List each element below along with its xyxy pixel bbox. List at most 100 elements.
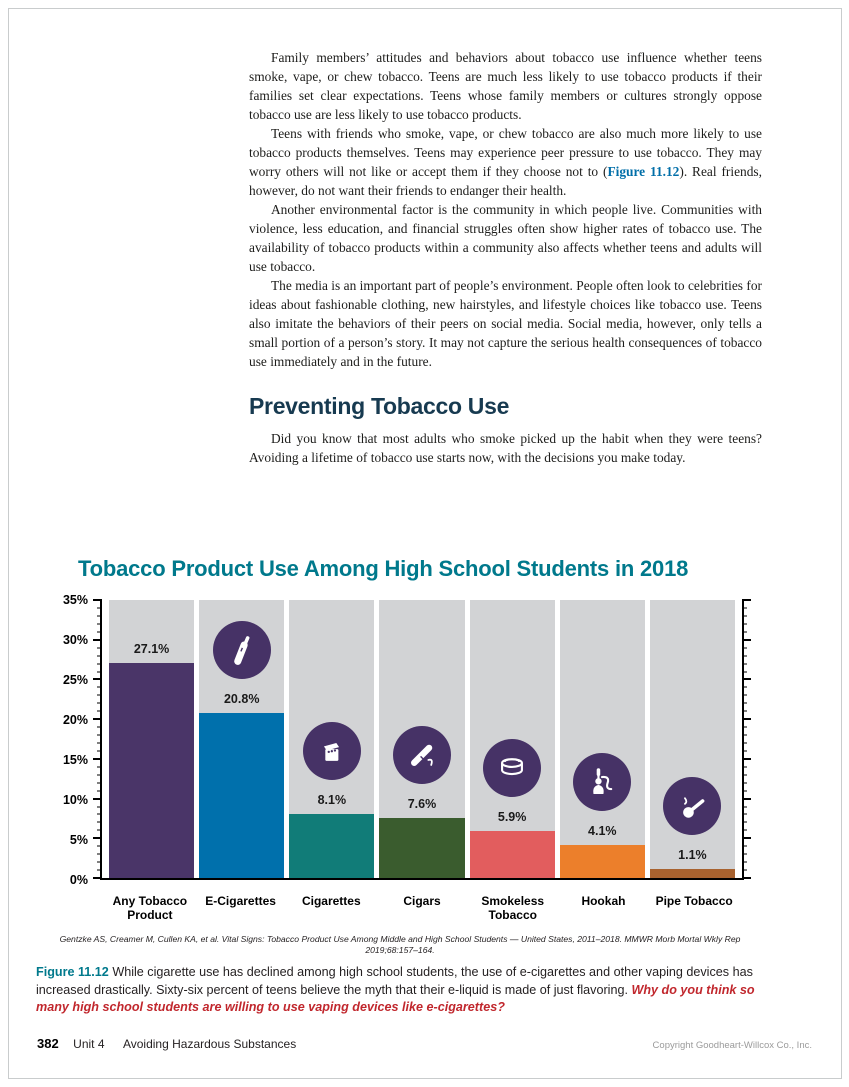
x-axis-label: Smokeless Tobacco xyxy=(481,894,545,922)
paragraph: Family members’ attitudes and behaviors … xyxy=(249,50,762,122)
axis-tick xyxy=(742,678,751,681)
paragraph: Another environmental factor is the comm… xyxy=(249,202,762,274)
axis-tick xyxy=(742,655,747,657)
x-axis-label: Pipe Tobacco xyxy=(655,894,733,908)
axis-tick xyxy=(742,647,747,649)
axis-tick xyxy=(97,647,102,649)
y-axis-labels: 0% 5% 10% 15% 20% 25% 30% 35% xyxy=(36,593,92,887)
bar xyxy=(199,712,285,878)
axis-tick xyxy=(742,790,747,792)
chart-column: 8.1% xyxy=(289,600,375,878)
axis-tick xyxy=(93,757,102,760)
bar-value-label: 1.1% xyxy=(678,848,707,863)
hookah-icon xyxy=(573,753,632,812)
e-cigarette-icon xyxy=(212,620,271,679)
bar-value-label: 5.9% xyxy=(497,810,527,825)
axis-tick xyxy=(97,631,102,633)
axis-tick xyxy=(97,869,102,871)
axis-tick xyxy=(97,655,102,657)
axis-tick xyxy=(742,710,747,712)
bar xyxy=(289,813,375,878)
axis-tick xyxy=(742,766,747,768)
axis-tick xyxy=(97,782,102,784)
axis-tick xyxy=(742,638,751,641)
axis-tick xyxy=(97,726,102,728)
axis-tick xyxy=(742,686,747,688)
bar xyxy=(379,817,465,878)
axis-tick xyxy=(742,663,747,665)
x-axis-label: Cigars xyxy=(403,894,441,908)
figure-reference-link: Figure 11.12 xyxy=(607,164,680,179)
axis-tick xyxy=(742,821,747,823)
chart-column: 1.1% xyxy=(649,600,735,878)
axis-tick xyxy=(742,845,747,847)
chart-columns: 27.1% 20.8% 8.1% 7.6% 5.9% 4.1% 1.1% xyxy=(102,600,742,878)
bar-value-label: 20.8% xyxy=(223,691,260,706)
axis-tick xyxy=(742,726,747,728)
paragraph: Teens with friends who smoke, vape, or c… xyxy=(249,124,762,200)
axis-tick xyxy=(742,671,747,672)
figure-11-12: Tobacco Product Use Among High School St… xyxy=(36,556,764,1017)
bar-value-label: 4.1% xyxy=(588,824,617,839)
axis-tick xyxy=(97,615,102,617)
x-axis-label: Hookah xyxy=(581,894,626,908)
axis-tick xyxy=(742,734,747,736)
axis-tick xyxy=(742,877,751,879)
axis-tick xyxy=(742,853,747,855)
axis-tick xyxy=(97,686,102,688)
axis-tick xyxy=(742,607,747,609)
axis-tick xyxy=(742,718,751,721)
axis-tick xyxy=(742,599,751,601)
x-axis-labels: Any Tobacco Product E-Cigarettes Cigarette… xyxy=(100,888,744,922)
axis-tick xyxy=(97,623,102,625)
x-axis-label: Cigarettes xyxy=(301,894,361,908)
bar-value-label: 7.6% xyxy=(407,796,437,811)
bar-value-label: 27.1% xyxy=(133,641,170,656)
page-number: 382 xyxy=(37,1036,59,1051)
axis-tick xyxy=(97,742,102,744)
paragraph: Did you know that most adults who smoke … xyxy=(249,431,762,465)
chart-source-citation: Gentzke AS, Creamer M, Cullen KA, et al.… xyxy=(59,934,741,955)
axis-tick xyxy=(97,829,102,831)
page-footer: 382 Unit 4 Avoiding Hazardous Substances… xyxy=(37,1035,812,1053)
axis-tick xyxy=(742,631,747,633)
axis-tick xyxy=(97,861,102,863)
y-axis-label: 35% xyxy=(62,593,88,607)
axis-tick xyxy=(97,734,102,736)
axis-tick xyxy=(742,806,747,808)
axis-tick xyxy=(97,702,102,704)
chart-column: 4.1% xyxy=(559,600,645,878)
axis-tick xyxy=(97,790,102,792)
chart-column: 27.1% xyxy=(109,600,195,878)
smokeless-tobacco-icon xyxy=(483,739,542,798)
bar xyxy=(469,831,555,878)
axis-tick xyxy=(97,671,102,672)
axis-tick xyxy=(742,797,751,800)
chart-column: 5.9% xyxy=(469,600,555,878)
axis-tick xyxy=(742,742,747,744)
axis-tick xyxy=(742,813,747,815)
axis-tick xyxy=(742,837,751,840)
axis-tick xyxy=(93,718,102,721)
y-axis-label: 20% xyxy=(62,713,88,727)
axis-tick xyxy=(93,837,102,840)
axis-tick xyxy=(97,663,102,665)
cigar-icon xyxy=(392,725,451,784)
axis-tick xyxy=(93,638,102,641)
y-axis-label: 25% xyxy=(62,673,88,687)
axis-tick xyxy=(97,853,102,855)
axis-tick xyxy=(97,806,102,808)
bar xyxy=(649,869,735,878)
x-axis-label: Any Tobacco Product xyxy=(112,894,188,922)
axis-tick xyxy=(742,750,747,752)
axis-tick xyxy=(93,877,102,879)
bar-value-label: 8.1% xyxy=(317,792,347,807)
y-axis-label: 10% xyxy=(62,793,88,807)
pipe-icon xyxy=(663,777,722,836)
chart-plot-area: 27.1% 20.8% 8.1% 7.6% 5.9% 4.1% 1.1% xyxy=(93,599,751,880)
axis-tick xyxy=(97,750,102,752)
unit-label: Unit 4 xyxy=(73,1037,105,1051)
y-axis-label: 5% xyxy=(69,833,88,847)
y-axis-label: 15% xyxy=(62,753,88,767)
